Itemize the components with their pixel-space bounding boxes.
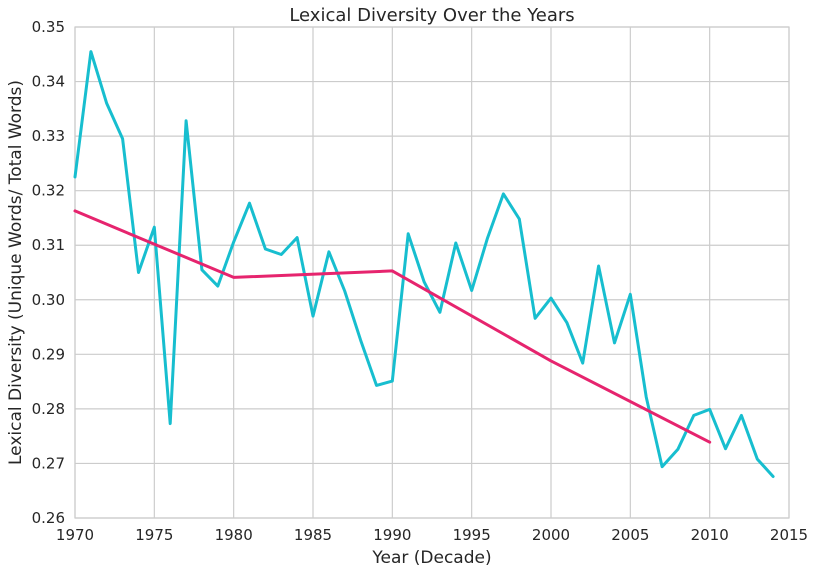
series-line-2 [73, 209, 712, 444]
x-tick-label: 2015 [770, 526, 808, 544]
chart-title: Lexical Diversity Over the Years [289, 5, 574, 26]
y-tick-label: 0.28 [32, 400, 65, 418]
x-tick-labels: 1970 1975 1980 1985 1990 1995 2000 2005 2010 2015 [56, 526, 808, 544]
y-tick-label: 0.26 [32, 509, 65, 527]
x-tick-label: 1970 [56, 526, 94, 544]
x-tick-label: 1985 [294, 526, 332, 544]
y-tick-label: 0.33 [32, 127, 65, 145]
x-tick-label: 1975 [135, 526, 173, 544]
x-axis-label: Year (Decade) [371, 548, 491, 568]
y-tick-label: 0.31 [32, 236, 65, 254]
grid [74, 26, 790, 519]
y-tick-label: 0.34 [32, 73, 65, 91]
y-tick-label: 0.35 [32, 18, 65, 36]
y-tick-label: 0.29 [32, 345, 65, 363]
x-tick-label: 1990 [373, 526, 411, 544]
y-axis-label: Lexical Diversity (Unique Words/ Total W… [6, 80, 26, 465]
y-tick-label: 0.32 [32, 182, 65, 200]
x-tick-label: 2010 [691, 526, 729, 544]
y-tick-labels: 0.26 0.27 0.28 0.29 0.30 0.31 0.32 0.33 0.34 0.35 [32, 18, 65, 527]
x-tick-label: 2005 [611, 526, 649, 544]
plot-frame [74, 26, 790, 519]
series-line-1 [73, 50, 775, 478]
y-tick-label: 0.30 [32, 291, 65, 309]
series-group [73, 50, 775, 478]
y-tick-label: 0.27 [32, 454, 65, 472]
x-tick-label: 1995 [453, 526, 491, 544]
x-tick-label: 2000 [532, 526, 570, 544]
x-tick-label: 1980 [215, 526, 253, 544]
